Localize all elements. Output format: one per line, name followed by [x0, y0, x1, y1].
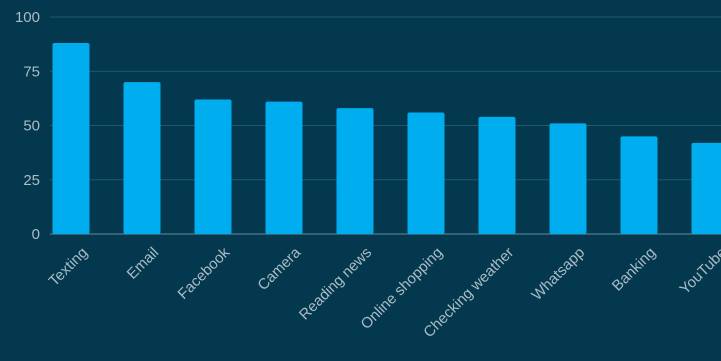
x-tick-label: Email — [124, 244, 163, 283]
y-tick-label: 50 — [23, 118, 40, 135]
y-tick-label: 0 — [32, 226, 40, 243]
x-tick-label: Whatsapp — [528, 244, 588, 304]
bar-whatsapp — [550, 123, 587, 234]
bar-youtube — [692, 143, 721, 234]
y-tick-label: 75 — [23, 63, 40, 80]
bar-email — [124, 82, 161, 234]
bar-camera — [266, 102, 303, 234]
bar-facebook — [195, 99, 232, 234]
bar-texting — [53, 43, 90, 234]
y-tick-label: 100 — [15, 9, 40, 26]
bar-checking-weather — [479, 117, 516, 234]
x-tick-label: Banking — [609, 244, 659, 294]
x-tick-label: Facebook — [175, 244, 234, 303]
x-tick-label: Reading news — [296, 244, 375, 323]
bar-reading-news — [337, 108, 374, 234]
bar-banking — [621, 136, 658, 234]
x-tick-label: Camera — [254, 244, 304, 294]
y-tick-label: 25 — [23, 172, 40, 189]
x-tick-label: Texting — [46, 244, 92, 290]
x-tick-label: YouTube — [676, 244, 721, 298]
y-axis-ticks: 0 25 50 75 100 — [15, 9, 40, 243]
bar-online-shopping — [408, 112, 445, 234]
